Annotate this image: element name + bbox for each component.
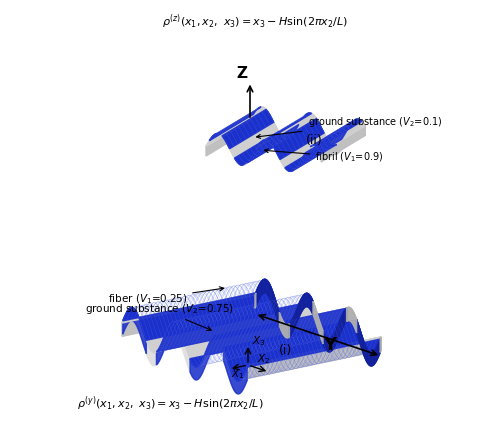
- Polygon shape: [255, 293, 256, 308]
- Polygon shape: [230, 122, 278, 158]
- Polygon shape: [247, 125, 299, 163]
- Polygon shape: [224, 348, 247, 394]
- Polygon shape: [285, 141, 337, 171]
- Text: $X_3$: $X_3$: [252, 334, 266, 348]
- Polygon shape: [298, 127, 349, 166]
- Polygon shape: [222, 110, 274, 149]
- Polygon shape: [313, 301, 323, 344]
- Polygon shape: [206, 114, 254, 146]
- Polygon shape: [285, 141, 337, 171]
- Polygon shape: [280, 312, 289, 338]
- Text: fiber ($V_1$=0.25): fiber ($V_1$=0.25): [108, 287, 224, 306]
- Polygon shape: [156, 293, 313, 351]
- Polygon shape: [256, 279, 280, 326]
- Polygon shape: [122, 279, 381, 381]
- Polygon shape: [123, 279, 280, 340]
- Polygon shape: [247, 125, 299, 163]
- Text: $\rho^{(z)}(x_1, x_2,\ x_3) = x_3 - H\sin(2\pi x_2/L)$: $\rho^{(z)}(x_1, x_2,\ x_3) = x_3 - H\si…: [162, 12, 348, 31]
- Polygon shape: [260, 113, 312, 143]
- Polygon shape: [214, 307, 356, 348]
- Polygon shape: [206, 120, 250, 156]
- Text: ground substance ($V_2$=0.1): ground substance ($V_2$=0.1): [256, 116, 442, 139]
- Polygon shape: [305, 120, 354, 153]
- Polygon shape: [248, 337, 381, 378]
- Polygon shape: [356, 320, 380, 366]
- Polygon shape: [255, 117, 304, 151]
- Polygon shape: [217, 107, 266, 136]
- Text: ground substance ($V_2$=0.75): ground substance ($V_2$=0.75): [85, 302, 234, 331]
- Text: (i): (i): [278, 344, 292, 357]
- Polygon shape: [250, 107, 365, 155]
- Text: Y: Y: [323, 336, 336, 354]
- Polygon shape: [224, 320, 380, 381]
- Polygon shape: [321, 126, 365, 162]
- Polygon shape: [323, 308, 346, 352]
- Polygon shape: [156, 293, 313, 351]
- Polygon shape: [122, 293, 256, 323]
- Text: $\rho^{(y)}(x_1, x_2,\ x_3) = x_3 - H\sin(2\pi x_2/L)$: $\rho^{(y)}(x_1, x_2,\ x_3) = x_3 - H\si…: [76, 394, 264, 413]
- Polygon shape: [247, 337, 381, 367]
- Polygon shape: [234, 132, 286, 165]
- Polygon shape: [210, 107, 261, 141]
- Polygon shape: [242, 136, 291, 165]
- Text: fibril ($V_1$=0.9): fibril ($V_1$=0.9): [264, 149, 384, 164]
- Polygon shape: [123, 307, 146, 354]
- Polygon shape: [190, 308, 346, 367]
- Polygon shape: [234, 132, 286, 165]
- Polygon shape: [122, 293, 381, 394]
- Polygon shape: [346, 307, 356, 333]
- Polygon shape: [222, 110, 274, 149]
- Polygon shape: [156, 321, 180, 365]
- Polygon shape: [210, 107, 261, 141]
- Polygon shape: [356, 320, 380, 366]
- Polygon shape: [380, 337, 381, 352]
- Text: Z: Z: [236, 65, 247, 81]
- Polygon shape: [310, 119, 362, 148]
- Polygon shape: [280, 133, 329, 167]
- Polygon shape: [290, 293, 313, 337]
- Polygon shape: [190, 308, 346, 367]
- Text: (ii): (ii): [306, 134, 323, 147]
- Polygon shape: [298, 127, 349, 166]
- Polygon shape: [260, 113, 312, 143]
- Polygon shape: [318, 122, 365, 152]
- Polygon shape: [323, 308, 346, 352]
- Polygon shape: [272, 119, 324, 159]
- Polygon shape: [146, 312, 290, 353]
- Polygon shape: [206, 107, 365, 171]
- Polygon shape: [268, 113, 316, 145]
- Polygon shape: [310, 119, 362, 148]
- Polygon shape: [180, 301, 323, 359]
- Polygon shape: [123, 279, 280, 340]
- Polygon shape: [290, 293, 313, 337]
- Polygon shape: [255, 279, 381, 366]
- Text: $X_2$: $X_2$: [257, 352, 270, 366]
- Polygon shape: [272, 119, 324, 159]
- Polygon shape: [122, 295, 255, 336]
- Polygon shape: [224, 320, 380, 381]
- Polygon shape: [256, 279, 280, 326]
- Polygon shape: [190, 336, 214, 380]
- Text: $X_1$: $X_1$: [231, 367, 244, 381]
- Polygon shape: [292, 139, 342, 171]
